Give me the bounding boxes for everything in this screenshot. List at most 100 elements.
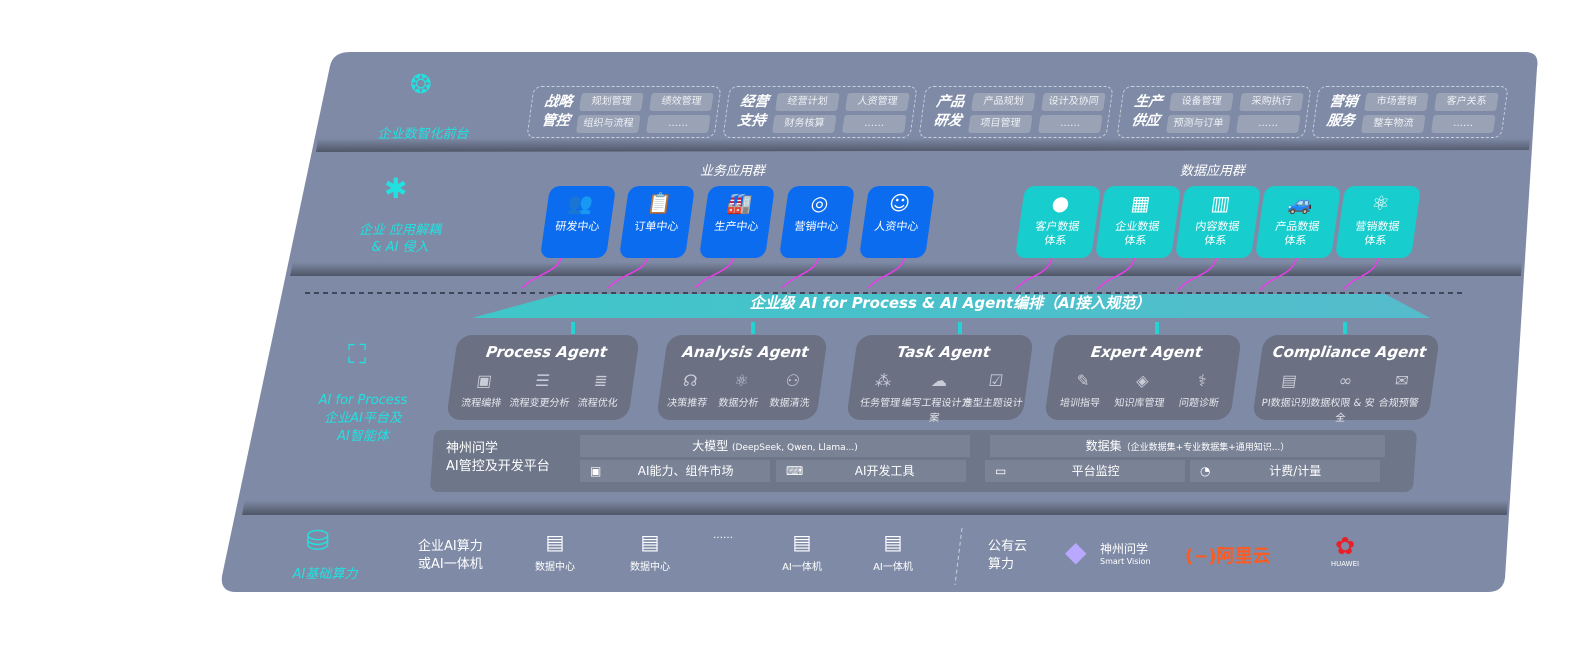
business-app-card[interactable]: 👥 研发中心 [539,186,617,258]
front-item[interactable]: 客户关系 [1434,93,1499,111]
card-label: 产品数据 体系 [1274,220,1321,247]
compute-item: ▤ 数据中心 [530,530,580,573]
mail-alert-icon: ✉ [1393,371,1410,390]
data-app-card[interactable]: ▦ 企业数据 体系 [1094,186,1182,258]
agent-card[interactable]: Task Agent ⁂ 任务管理 ☁ 编写工程设计方案 ☑ 造型主题设计 [846,335,1034,424]
infra-label: AI基础算力 [292,567,358,582]
diagnosis-icon: ⚕ [1196,371,1208,390]
front-item[interactable]: 绩效管理 [649,93,714,111]
agent-capability: ✉ 合规预警 [1363,371,1438,409]
data-app-card[interactable]: ● 客户数据 体系 [1014,186,1102,258]
front-item[interactable]: 人资管理 [845,93,910,111]
platform-tool[interactable]: ⌨ AI开发工具 [776,460,966,482]
card-label: 研发中心 [554,220,601,233]
agent-title: Analysis Agent [681,343,810,361]
agent-card[interactable]: Compliance Agent ▤ PI数据识别 ∞ 数据权限 & 安全 ✉ 合规预警 [1252,335,1440,424]
data-app-card[interactable]: 🚙 产品数据 体系 [1254,186,1342,258]
front-item[interactable]: …… [1236,115,1301,133]
clipboard-icon: 📋 [645,191,674,215]
front-item[interactable]: 设备管理 [1169,93,1234,111]
card-label: 内容数据 体系 [1194,220,1241,247]
factory-icon: 🏭 [725,191,754,215]
agent-title: Expert Agent [1089,343,1204,361]
business-apps-title: 业务应用群 [700,164,766,179]
stack-icon: ≣ [592,371,609,390]
compute-item: …… [713,530,733,541]
front-item[interactable]: …… [1431,115,1496,133]
bidirectional-arrows [571,322,1347,334]
brain-circuit-icon: ❂ [410,70,432,100]
agent-title: Process Agent [484,343,609,361]
front-item[interactable]: 采购执行 [1239,93,1304,111]
target-icon: ◎ [809,191,831,215]
business-app-card[interactable]: 🏭 生产中心 [698,186,776,258]
books-icon: ▥ [1209,191,1232,215]
diamond-logo: ◆ [1065,535,1087,568]
database-icon: ⛁ [306,524,330,557]
platform-name: 神州问学 AI管控及开发平台 [446,441,550,474]
user-icon: ● [1050,191,1072,215]
atom-icon: ⚛ [1370,191,1392,215]
front-item[interactable]: 整车物流 [1361,115,1426,133]
platform-tool[interactable]: ◔ 计费/计量 [1190,460,1380,482]
dev-tool-icon: ⌨ [786,464,804,478]
front-item[interactable]: 规划管理 [579,93,644,111]
molecule-icon: ✱ [384,172,408,205]
business-app-card[interactable]: ◎ 营销中心 [778,186,856,258]
orchestration-banner: 企业级 AI for Process & AI Agent编排（AI接入规范） [749,294,1151,312]
front-item[interactable]: 设计及协同 [1041,93,1106,111]
group-title: 产品 研发 [932,94,966,129]
car-icon: 🚙 [1286,191,1315,215]
card-label: 订单中心 [633,220,680,233]
card-label: 营销中心 [793,220,840,233]
front-group: 产品 研发 产品规划 设计及协同 项目管理 …… [918,86,1114,138]
card-label: 生产中心 [713,220,760,233]
infra-divider [954,527,963,586]
compute-item: ▤ AI一体机 [777,530,827,573]
front-item[interactable]: 产品规划 [971,93,1036,111]
users-icon: 👥 [566,191,595,215]
card-label: 人资中心 [873,220,920,233]
gauge-icon: ◔ [1200,464,1211,478]
model-bar: 大模型 (DeepSeek, Qwen, Llama...) [580,435,970,457]
vendor-smartvision: 神州问学 Smart Vision [1100,542,1151,566]
front-item[interactable]: 财务核算 [772,115,837,133]
face-scan-icon: ⛶ [348,340,367,370]
front-item[interactable]: 预测与订单 [1166,115,1231,133]
group-title: 营销 服务 [1325,94,1359,129]
front-label: 企业数智化前台 [377,127,469,142]
front-item[interactable]: 市场营销 [1364,93,1429,111]
robot-icon: ⚇ [784,371,802,390]
group-title: 生产 供应 [1130,94,1164,129]
server-icon: ▤ [883,530,903,554]
enterprise-compute: 企业AI算力 或AI一体机 [418,539,483,572]
huawei-logo: ✿ HUAWEI [1330,532,1360,568]
platform-tool[interactable]: ▣ AI能力、组件市场 [580,460,770,482]
orchestration-banner-shape [472,294,1430,318]
public-cloud: 公有云 算力 [988,539,1028,572]
platform-tool[interactable]: ▭ 平台监控 [985,460,1185,482]
compute-item: ▤ 数据中心 [625,530,675,573]
front-item[interactable]: 项目管理 [968,115,1033,133]
front-item[interactable]: …… [1038,115,1103,133]
front-item[interactable]: 组织与流程 [576,115,641,133]
front-item[interactable]: …… [842,115,907,133]
group-title: 经营 支持 [736,94,770,129]
market-icon: ▣ [590,464,602,478]
card-label: 客户数据 体系 [1034,220,1081,247]
business-app-card[interactable]: ☺ 人资中心 [858,186,936,258]
front-group: 战略 管控 规划管理 绩效管理 组织与流程 …… [526,86,722,138]
agent-card[interactable]: Analysis Agent ☊ 决策推荐 ⚛ 数据分析 ⚇ 数据清洗 [656,335,828,420]
agent-card[interactable]: Process Agent ▣ 流程编排 ☰ 流程变更分析 ≣ 流程优化 [446,335,640,420]
data-app-card[interactable]: ▥ 内容数据 体系 [1174,186,1262,258]
checklist-icon: ☑ [987,371,1005,390]
front-item[interactable]: …… [646,115,711,133]
front-item[interactable]: 经营计划 [775,93,840,111]
business-app-card[interactable]: 📋 订单中心 [618,186,696,258]
front-group: 生产 供应 设备管理 采购执行 预测与订单 …… [1116,86,1312,138]
agent-title: Compliance Agent [1271,343,1428,361]
agent-card[interactable]: Expert Agent ✎ 培训指导 ◈ 知识库管理 ⚕ 问题诊断 [1044,335,1242,420]
apps-label: 企业 应用解耦 & AI 侵入 [358,223,442,255]
data-app-card[interactable]: ⚛ 营销数据 体系 [1334,186,1422,258]
agent-title: Task Agent [895,343,992,361]
